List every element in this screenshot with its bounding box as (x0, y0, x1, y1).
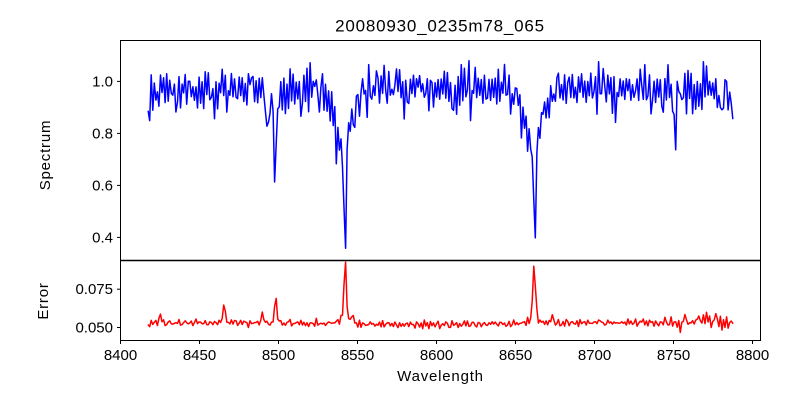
svg-text:0.6: 0.6 (92, 177, 113, 194)
svg-text:8450: 8450 (183, 347, 216, 364)
svg-text:0.075: 0.075 (75, 281, 113, 298)
svg-text:8550: 8550 (341, 347, 374, 364)
svg-text:8650: 8650 (499, 347, 532, 364)
svg-text:8700: 8700 (578, 347, 611, 364)
svg-text:8400: 8400 (104, 347, 137, 364)
svg-text:Spectrum: Spectrum (37, 120, 54, 191)
svg-text:Error: Error (35, 282, 52, 319)
svg-text:0.4: 0.4 (92, 229, 113, 246)
svg-text:8600: 8600 (420, 347, 453, 364)
svg-text:8500: 8500 (262, 347, 295, 364)
svg-text:8750: 8750 (657, 347, 690, 364)
svg-text:0.8: 0.8 (92, 125, 113, 142)
svg-text:0.050: 0.050 (75, 320, 113, 337)
svg-text:1.0: 1.0 (92, 73, 113, 90)
svg-text:Wavelength: Wavelength (397, 368, 484, 385)
svg-text:8800: 8800 (736, 347, 769, 364)
svg-text:20080930_0235m78_065: 20080930_0235m78_065 (335, 17, 545, 36)
